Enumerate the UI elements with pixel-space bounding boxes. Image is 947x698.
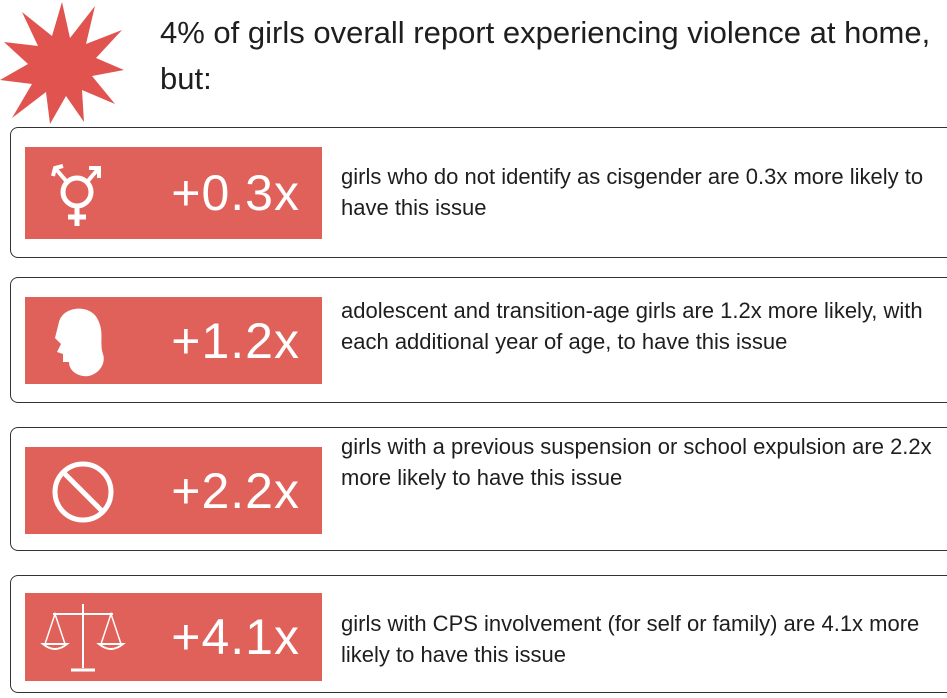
description: girls with CPS involvement (for self or … — [341, 611, 920, 667]
icon — [40, 604, 126, 672]
card: +2.2x girls with a previous suspension or… — [10, 427, 947, 551]
stat-value: +4.1x — [171, 609, 300, 665]
icon — [51, 164, 101, 226]
title: 4% of girls overall report experiencing … — [160, 15, 931, 96]
stat-box: +4.1x — [25, 593, 322, 681]
icon — [52, 461, 114, 522]
description: adolescent and transition-age girls are … — [341, 298, 923, 354]
stat-value: +2.2x — [171, 462, 300, 519]
stat-box: +1.2x — [25, 297, 322, 384]
description: girls who do not identify as cisgender a… — [341, 164, 924, 220]
card: +4.1x girls with CPS involvement (for sel… — [10, 575, 947, 693]
description: girls with a previous suspension or scho… — [341, 434, 932, 490]
icon — [55, 308, 104, 376]
stat-box: +2.2x — [25, 447, 322, 534]
card: +1.2x adolescent and transition-age girls… — [10, 277, 947, 403]
stat-box: +0.3x — [25, 147, 322, 239]
burst-icon — [0, 2, 124, 124]
card: +0.3x girls who do not identify as cisgen… — [10, 127, 947, 258]
stat-value: +0.3x — [171, 165, 300, 221]
stat-value: +1.2x — [171, 312, 300, 369]
